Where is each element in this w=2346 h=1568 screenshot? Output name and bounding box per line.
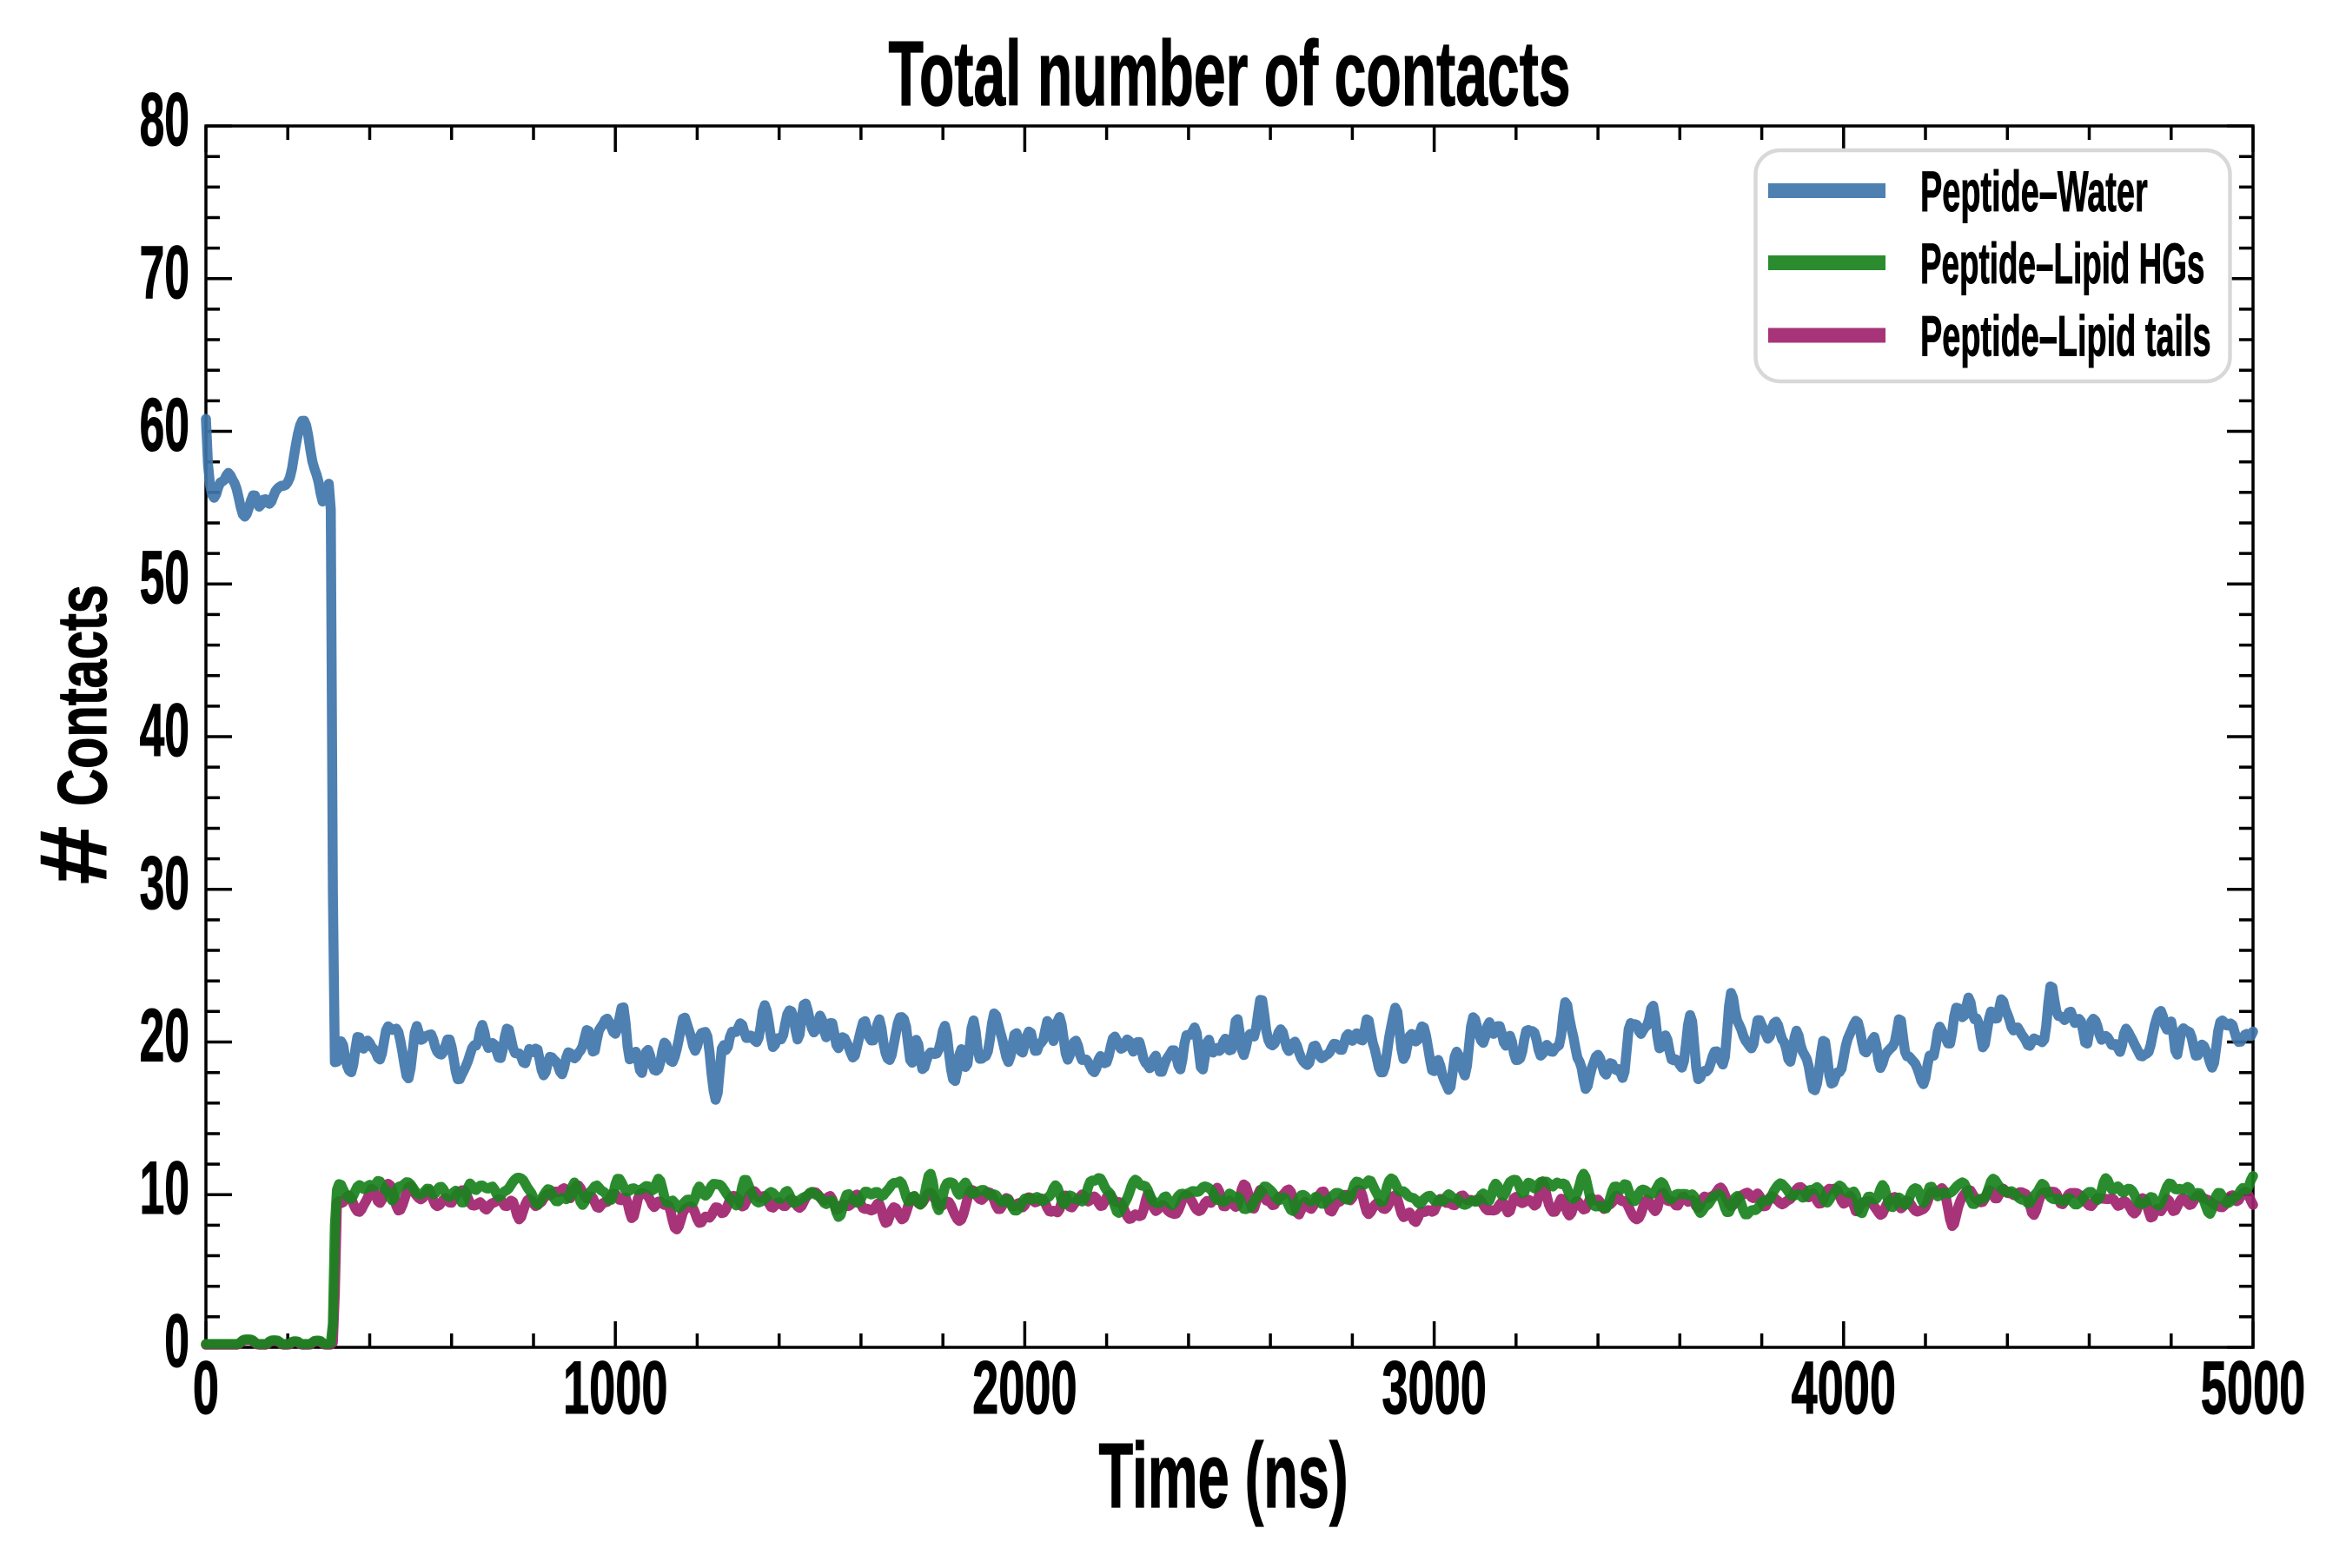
svg-text:3000: 3000	[1382, 1346, 1487, 1430]
svg-text:1000: 1000	[563, 1346, 668, 1430]
svg-text:Peptide–Lipid tails: Peptide–Lipid tails	[1920, 305, 2211, 369]
svg-text:Peptide–Water: Peptide–Water	[1920, 160, 2148, 224]
svg-text:0: 0	[193, 1346, 219, 1430]
svg-text:70: 70	[140, 231, 189, 314]
svg-text:5000: 5000	[2201, 1346, 2306, 1430]
svg-text:0: 0	[164, 1300, 189, 1384]
svg-text:#: #	[19, 826, 127, 884]
svg-text:20: 20	[140, 995, 189, 1078]
svg-text:Contacts: Contacts	[43, 585, 121, 806]
svg-text:Total number of contacts: Total number of contacts	[888, 22, 1570, 125]
svg-text:80: 80	[140, 79, 189, 162]
svg-text:30: 30	[140, 842, 189, 925]
svg-text:50: 50	[140, 537, 189, 620]
svg-text:10: 10	[140, 1148, 189, 1231]
svg-text:60: 60	[140, 384, 189, 467]
svg-text:4000: 4000	[1792, 1346, 1897, 1430]
svg-text:Time (ns): Time (ns)	[1098, 1424, 1348, 1527]
svg-text:2000: 2000	[972, 1346, 1077, 1430]
svg-text:Peptide–Lipid HGs: Peptide–Lipid HGs	[1920, 233, 2204, 296]
svg-text:40: 40	[140, 690, 189, 773]
